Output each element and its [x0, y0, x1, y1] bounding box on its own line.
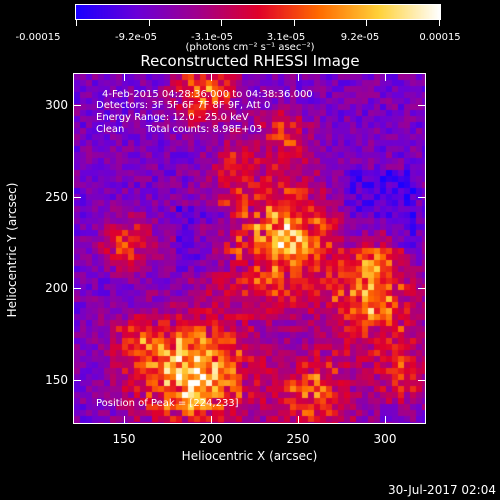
y-tick-label: 250 [45, 190, 68, 204]
x-axis-label: Heliocentric X (arcsec) [181, 449, 318, 463]
colorbar-tick-label: 3.1e-05 [266, 32, 306, 43]
colorbar-tick-label: 9.2e-05 [340, 32, 380, 43]
total-counts-label: Total counts: 8.98E+03 [146, 124, 263, 135]
x-tick-label: 200 [199, 432, 223, 446]
energy-range-label: Energy Range: 12.0 - 25.0 keV [96, 112, 249, 123]
clean-label: Clean [96, 124, 125, 135]
y-axis-label: Heliocentric Y (arcsec) [5, 182, 19, 318]
x-tick-label: 150 [112, 432, 136, 446]
time-range-label: 4-Feb-2015 04:28:36.000 to 04:38:36.000 [102, 89, 313, 100]
y-tick-label: 200 [45, 281, 68, 295]
heatmap-image [74, 74, 425, 423]
image-plot: 4-Feb-2015 04:28:36.000 to 04:38:36.000 … [73, 73, 426, 424]
colorbar-tick-label: -3.1e-05 [191, 32, 233, 43]
y-tick-label: 300 [45, 98, 68, 112]
colorbar-tick-label: 0.00015 [419, 32, 461, 43]
colorbar [75, 4, 441, 20]
peak-position-label: Position of Peak = [224,233] [96, 398, 239, 409]
page-title: Reconstructed RHESSI Image [140, 52, 360, 70]
colorbar-units: (photons cm⁻² s⁻¹ asec⁻²) [185, 42, 315, 53]
colorbar-tick-label: -9.2e-05 [115, 32, 157, 43]
x-tick-label: 300 [373, 432, 397, 446]
y-tick-label: 150 [45, 373, 68, 387]
footer-date: 30-Jul-2017 02:04 [387, 483, 496, 497]
detectors-label: Detectors: 3F 5F 6F 7F 8F 9F, Att 0 [96, 100, 271, 111]
colorbar-tick-label: -0.00015 [15, 32, 61, 43]
x-tick-label: 250 [286, 432, 310, 446]
